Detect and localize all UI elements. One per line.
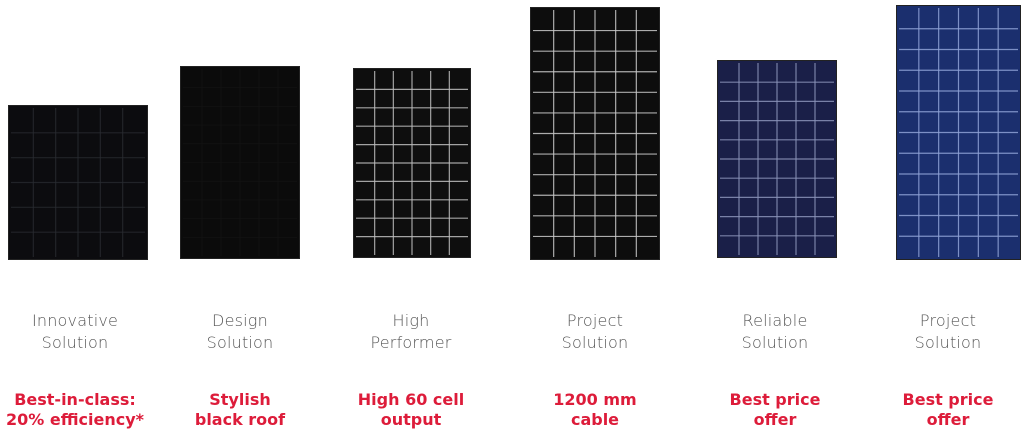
product-name-line-2: Solution	[914, 333, 982, 352]
product-name: Project Solution	[873, 310, 1021, 354]
product-feature: Stylish black roof	[165, 390, 315, 430]
product-name-line-2: Solution	[741, 333, 809, 352]
product-name-line-1: Project	[919, 311, 977, 330]
product-name-line-1: Project	[566, 311, 624, 330]
product-column-2[interactable]: Design Solution Stylish black roof	[175, 0, 325, 436]
product-column-5[interactable]: Reliable Solution Best price offer	[700, 0, 850, 436]
product-name: Design Solution	[165, 310, 315, 354]
product-name-line-1: Design	[212, 311, 268, 330]
product-name-line-1: High	[392, 311, 430, 330]
product-feature-line-2: offer	[753, 410, 797, 429]
product-feature: High 60 cell output	[336, 390, 486, 430]
panel-frame	[717, 60, 837, 258]
product-feature-line-2: output	[380, 410, 442, 429]
product-feature-line-2: offer	[926, 410, 970, 429]
solar-panel-icon	[353, 68, 471, 258]
product-column-3[interactable]: High Performer High 60 cell output	[346, 0, 496, 436]
product-feature-line-1: Best price	[902, 390, 994, 409]
panel-frame	[353, 68, 471, 258]
product-name-line-1: Innovative	[31, 311, 119, 330]
product-name: Project Solution	[520, 310, 670, 354]
panel-frame	[8, 105, 148, 260]
solar-panel-image	[180, 66, 300, 259]
panel-frame	[180, 66, 300, 259]
panel-frame	[530, 7, 660, 260]
solar-panel-icon	[180, 66, 300, 259]
product-feature: Best-in-class: 20% efficiency*	[0, 390, 150, 430]
solar-panel-icon	[717, 60, 837, 258]
product-feature-line-1: Best price	[729, 390, 821, 409]
product-column-4[interactable]: Project Solution 1200 mm cable	[520, 0, 670, 436]
solar-panel-image	[353, 68, 471, 258]
solar-panel-icon	[8, 105, 148, 260]
product-feature-line-2: black roof	[194, 410, 286, 429]
solar-panel-image	[8, 105, 148, 260]
solar-panel-icon	[530, 7, 660, 260]
product-column-1[interactable]: Innovative Solution Best-in-class: 20% e…	[0, 0, 150, 436]
product-feature-line-1: Stylish	[209, 390, 271, 409]
solar-panel-icon	[896, 5, 1021, 260]
product-feature-line-1: High 60 cell	[357, 390, 465, 409]
solar-panel-image	[530, 7, 660, 260]
solar-panel-image	[717, 60, 837, 258]
product-name-line-2: Solution	[561, 333, 629, 352]
product-feature-line-2: 20% efficiency*	[5, 410, 145, 429]
product-name: High Performer	[336, 310, 486, 354]
product-name-line-2: Performer	[370, 333, 452, 352]
product-feature-line-1: 1200 mm	[553, 390, 637, 409]
product-feature: 1200 mm cable	[520, 390, 670, 430]
product-feature: Best price offer	[873, 390, 1021, 430]
product-name: Innovative Solution	[0, 310, 150, 354]
solar-panel-image	[896, 5, 1021, 260]
product-feature: Best price offer	[700, 390, 850, 430]
product-feature-line-2: cable	[570, 410, 620, 429]
product-name: Reliable Solution	[700, 310, 850, 354]
product-column-6[interactable]: Project Solution Best price offer	[873, 0, 1021, 436]
product-name-line-2: Solution	[206, 333, 274, 352]
product-name-line-1: Reliable	[742, 311, 808, 330]
product-feature-line-1: Best-in-class:	[14, 390, 136, 409]
product-name-line-2: Solution	[41, 333, 109, 352]
